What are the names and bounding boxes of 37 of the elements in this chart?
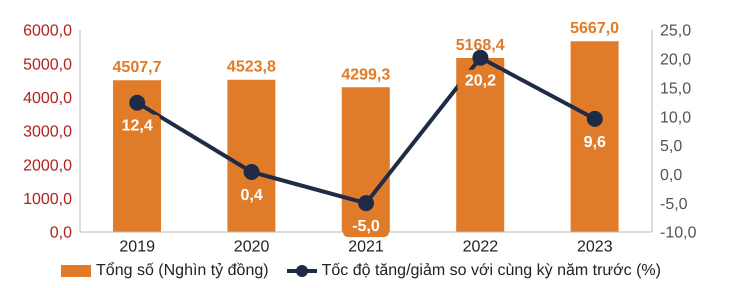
point xyxy=(358,195,374,212)
x-tick-label: 2020 xyxy=(234,238,270,256)
y2-tick-label: -10,0 xyxy=(660,224,697,242)
y2-tick-label: 10,0 xyxy=(660,109,692,126)
data-label: 4507,7 xyxy=(112,59,162,76)
y-tick-label: 6000,0 xyxy=(23,22,72,40)
y2-tick-label: 5,0 xyxy=(660,138,682,156)
y-tick-label: 4000,0 xyxy=(23,90,72,108)
data-label: -5,0 xyxy=(352,218,380,236)
y-tick-label: 2000,0 xyxy=(23,157,72,174)
legend-label: Tổng số (Nghìn tỷ đồng) xyxy=(96,262,269,280)
data-label: 4299,3 xyxy=(341,66,390,84)
point xyxy=(244,164,260,180)
x-tick-label: 2023 xyxy=(577,238,613,256)
point xyxy=(129,94,146,111)
x-tick-label: 2019 xyxy=(119,238,156,256)
bar xyxy=(570,41,619,232)
y-tick-label: 5000,0 xyxy=(23,56,72,74)
y2-tick-label: 15,0 xyxy=(660,80,692,98)
data-label: 9,6 xyxy=(584,134,606,151)
y-tick-label: 0,0 xyxy=(50,224,72,242)
data-label: 5667,0 xyxy=(570,20,620,38)
y2-tick-label: -5,0 xyxy=(660,196,688,213)
x-tick-label: 2021 xyxy=(348,238,384,256)
data-label: 20,2 xyxy=(464,72,496,90)
data-label: 12,4 xyxy=(122,118,153,135)
y2-tick-label: 0,0 xyxy=(660,166,682,184)
data-label: 4523,8 xyxy=(226,58,276,76)
y-tick-label: 1000,0 xyxy=(23,191,72,208)
data-label: 0,4 xyxy=(240,186,263,204)
y2-tick-label: 25,0 xyxy=(660,22,692,40)
data-label: 5168,4 xyxy=(456,36,505,54)
x-tick-label: 2022 xyxy=(462,238,498,256)
y-tick-label: 3000,0 xyxy=(23,124,72,141)
point xyxy=(586,110,603,127)
y2-tick-label: 20,0 xyxy=(660,52,692,69)
legend-label: Tốc độ tăng/giảm so với cùng kỳ năm trước (%) xyxy=(322,262,661,280)
